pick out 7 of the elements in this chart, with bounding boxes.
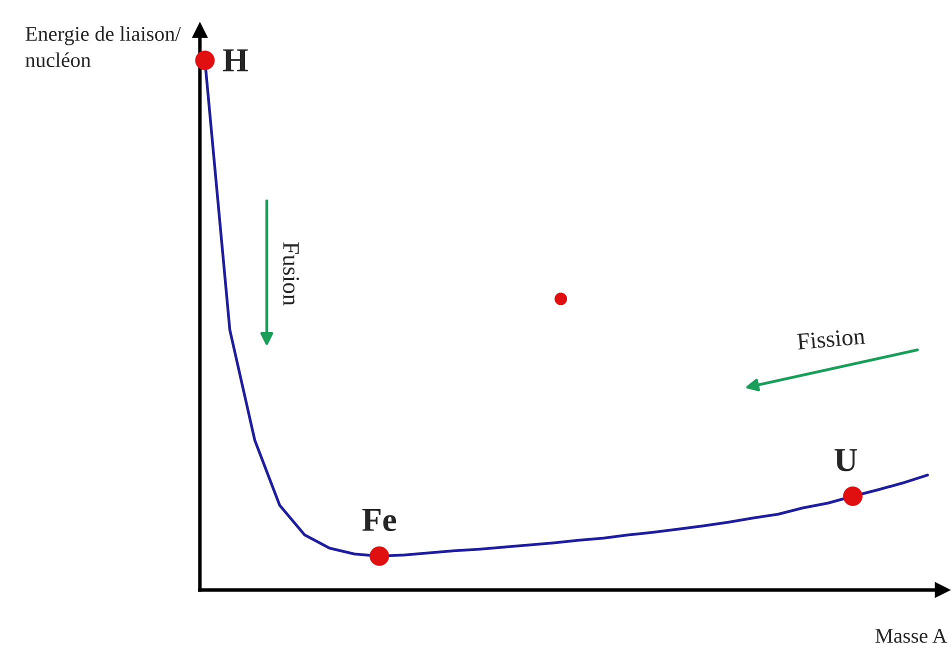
annotation: Fe — [362, 508, 396, 532]
annotation: H — [223, 49, 248, 72]
annotation: Fusion — [283, 242, 299, 306]
annotation: U — [834, 449, 858, 472]
x-axis-title: Masse A — [875, 628, 948, 643]
y-axis-title: Energie de liaison/ nucléon — [26, 26, 181, 68]
annotation: Fission — [796, 328, 866, 350]
